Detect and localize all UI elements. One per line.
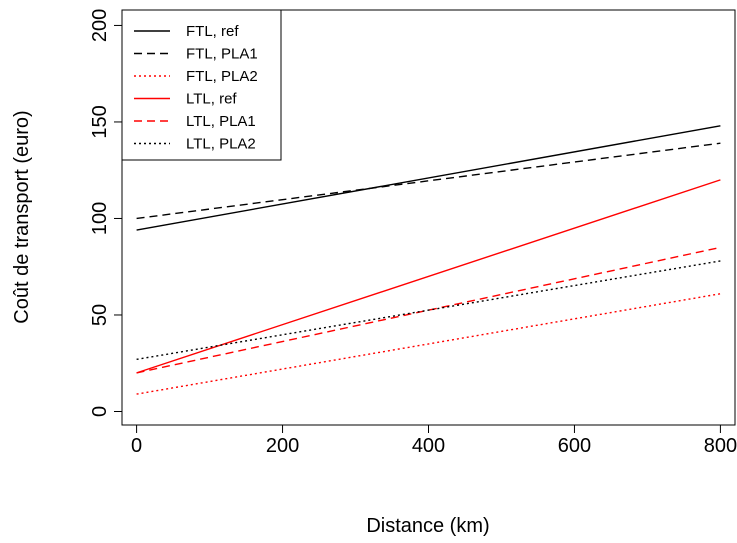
x-tick-label: 0: [131, 435, 142, 457]
y-tick-label: 150: [89, 105, 111, 138]
x-tick-label: 200: [266, 435, 299, 457]
legend-label: LTL, ref: [186, 91, 237, 108]
y-tick-label: 100: [89, 202, 111, 235]
series-line-1: [136, 125, 721, 231]
series-line-2: [136, 142, 721, 220]
x-tick-label: 600: [558, 435, 591, 457]
series-line-4: [136, 179, 721, 374]
legend: FTL, ref FTL, PLA1 FTL, PLA2 LTL, ref LTL, P…: [121, 9, 282, 161]
series-layer: [136, 125, 721, 395]
x-tick-label: 800: [704, 435, 737, 457]
legend-label: FTL, PLA1: [186, 46, 258, 63]
series-line-5: [136, 246, 721, 374]
x-tick-label: 400: [412, 435, 445, 457]
legend-label: LTL, PLA2: [186, 136, 256, 153]
y-axis: 0 50 100 150 200: [89, 9, 123, 417]
series-line-3: [136, 293, 721, 395]
legend-label: LTL, PLA1: [186, 113, 256, 130]
y-tick-label: 200: [89, 9, 111, 42]
legend-box: [121, 9, 282, 161]
x-axis-label: Distance (km): [366, 515, 489, 537]
series-line-6: [136, 260, 721, 361]
legend-label: FTL, PLA2: [186, 68, 258, 85]
y-tick-label: 0: [89, 406, 111, 417]
x-axis: 0 200 400 600 800: [131, 424, 737, 457]
legend-label: FTL, ref: [186, 23, 239, 40]
y-tick-label: 50: [89, 304, 111, 326]
y-axis-label: Coût de transport (euro): [11, 110, 33, 323]
